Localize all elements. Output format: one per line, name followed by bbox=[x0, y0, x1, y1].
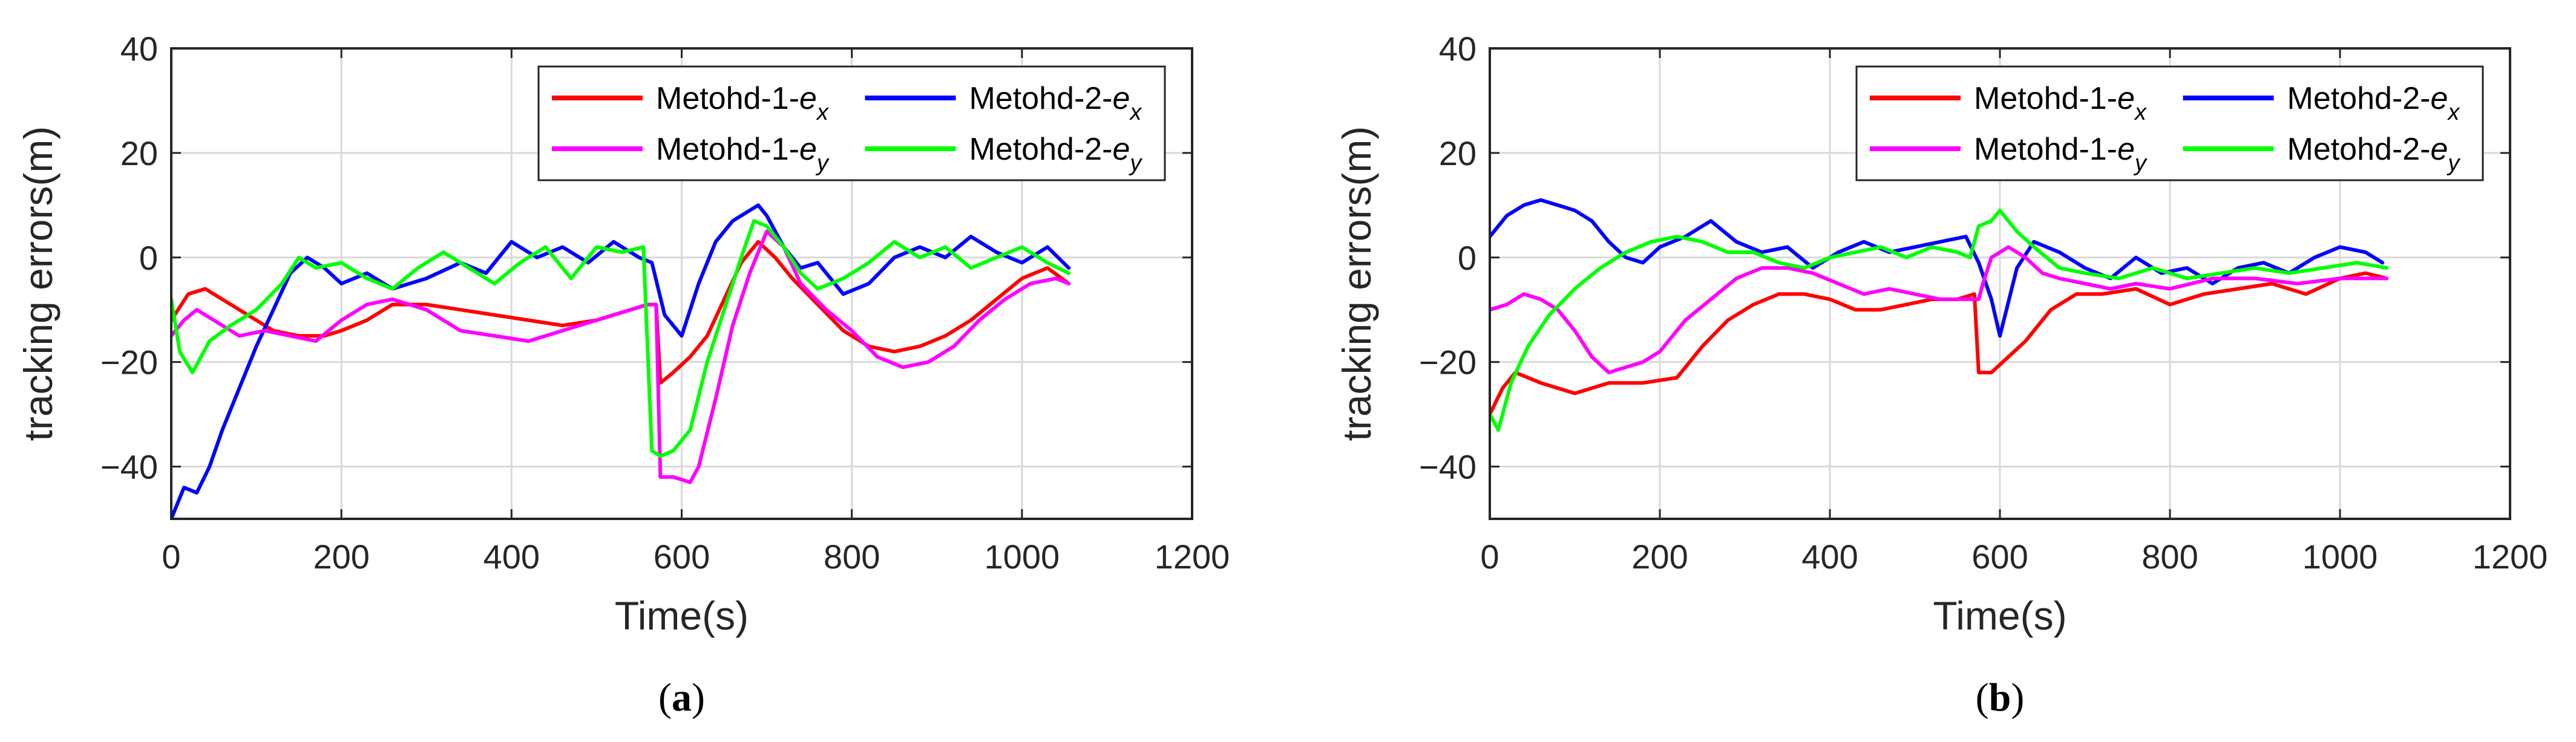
legend-label-sub: x bbox=[2447, 100, 2460, 125]
legend-label: Metohd-2-ey bbox=[969, 132, 1143, 176]
legend-label: Metohd-2-ex bbox=[2287, 81, 2461, 125]
legend-label-var: e bbox=[1113, 132, 1130, 167]
y-tick-label: −20 bbox=[100, 343, 158, 382]
x-tick-label: 600 bbox=[654, 538, 710, 576]
legend-box bbox=[1855, 65, 2484, 181]
x-tick-label: 0 bbox=[1480, 538, 1499, 576]
legend-label-main: Metohd-2- bbox=[2287, 132, 2431, 167]
legend-label-sub: x bbox=[816, 100, 830, 125]
x-tick-label: 1000 bbox=[985, 538, 1060, 576]
x-tick-label: 1200 bbox=[2473, 538, 2548, 576]
legend-label-sub: y bbox=[2446, 151, 2460, 176]
legend-label: Metohd-1-ey bbox=[656, 132, 830, 176]
caption-close: ) bbox=[692, 675, 705, 720]
x-tick-label: 800 bbox=[824, 538, 880, 576]
legend-label-var: e bbox=[2117, 81, 2135, 116]
y-tick-label: 20 bbox=[1439, 134, 1476, 172]
y-tick-label: 20 bbox=[120, 134, 158, 172]
y-tick-label: −40 bbox=[1419, 448, 1476, 486]
y-tick-label: −20 bbox=[1419, 343, 1476, 382]
legend-label-sub: x bbox=[2134, 100, 2148, 125]
x-tick-label: 200 bbox=[313, 538, 369, 576]
panel-caption: (a) bbox=[658, 675, 705, 720]
series-line-metohd-1-e-y bbox=[1490, 245, 2389, 374]
legend-label: Metohd-2-ey bbox=[2287, 132, 2461, 176]
x-tick-label: 0 bbox=[162, 538, 180, 576]
x-tick-label: 400 bbox=[1801, 538, 1858, 576]
series-group bbox=[171, 203, 1071, 519]
legend-label-sub: y bbox=[2133, 151, 2148, 176]
legend-box bbox=[537, 65, 1166, 181]
y-tick-label: 0 bbox=[139, 239, 158, 277]
y-axis-label: tracking errors(m) bbox=[16, 126, 61, 441]
series-group bbox=[1490, 198, 2389, 432]
legend-label-var: e bbox=[799, 132, 817, 167]
series-line-metohd-2-e-y bbox=[171, 219, 1071, 458]
x-axis-label: Time(s) bbox=[615, 593, 749, 638]
series-line-metohd-1-e-y bbox=[171, 229, 1071, 484]
series-line-metohd-2-e-x bbox=[1490, 198, 2385, 338]
y-tick-label: −40 bbox=[100, 448, 158, 486]
caption-close: ) bbox=[2011, 675, 2024, 720]
series-line-metohd-2-e-y bbox=[1490, 209, 2389, 432]
caption-open: ( bbox=[1976, 675, 1989, 720]
x-axis-label: Time(s) bbox=[1933, 593, 2066, 638]
legend-label: Metohd-1-ex bbox=[656, 81, 830, 125]
legend-label-var: e bbox=[1113, 81, 1130, 116]
legend-label-var: e bbox=[2117, 132, 2135, 167]
legend-label-var: e bbox=[799, 81, 817, 116]
y-axis-label: tracking errors(m) bbox=[1334, 126, 1379, 441]
chart-panel-b: 0 200 400 600 800 1000 120040200−20−40Time(s)t… bbox=[1334, 30, 2548, 720]
caption-letter: a bbox=[672, 675, 692, 720]
legend-label-var: e bbox=[2431, 81, 2448, 116]
x-tick-label: 200 bbox=[1631, 538, 1688, 576]
y-tick-label: 40 bbox=[120, 30, 158, 68]
legend-label-main: Metohd-2- bbox=[969, 81, 1113, 116]
y-tick-label: 0 bbox=[1458, 239, 1476, 277]
legend-label-main: Metohd-2- bbox=[2287, 81, 2431, 116]
legend-label-sub: y bbox=[815, 151, 830, 176]
legend-label: Metohd-1-ey bbox=[1974, 132, 2148, 176]
legend-label-main: Metohd-1- bbox=[656, 81, 799, 116]
panel-caption: (b) bbox=[1976, 675, 2025, 720]
caption-letter: b bbox=[1989, 675, 2011, 720]
x-tick-label: 1000 bbox=[2302, 538, 2378, 576]
legend-label: Metohd-1-ex bbox=[1974, 81, 2148, 125]
chart-panel-a: 0 200 400 600 800 1000 120040200−20−40Time(s)t… bbox=[16, 30, 1230, 720]
legend-label-main: Metohd-1- bbox=[1974, 81, 2117, 116]
x-tick-label: 600 bbox=[1971, 538, 2028, 576]
legend-label-main: Metohd-1- bbox=[1974, 132, 2117, 167]
x-tick-label: 800 bbox=[2142, 538, 2198, 576]
legend-label-sub: x bbox=[1129, 100, 1142, 125]
legend-label-var: e bbox=[2431, 132, 2448, 167]
y-tick-label: 40 bbox=[1439, 30, 1476, 68]
caption-open: ( bbox=[658, 675, 672, 720]
x-tick-label: 1200 bbox=[1155, 538, 1230, 576]
legend-label: Metohd-2-ex bbox=[969, 81, 1143, 125]
legend-label-main: Metohd-2- bbox=[969, 132, 1113, 167]
legend-label-sub: y bbox=[1128, 151, 1142, 176]
legend-label-main: Metohd-1- bbox=[656, 132, 799, 167]
x-tick-label: 400 bbox=[483, 538, 540, 576]
series-line-metohd-2-e-x bbox=[171, 203, 1071, 519]
